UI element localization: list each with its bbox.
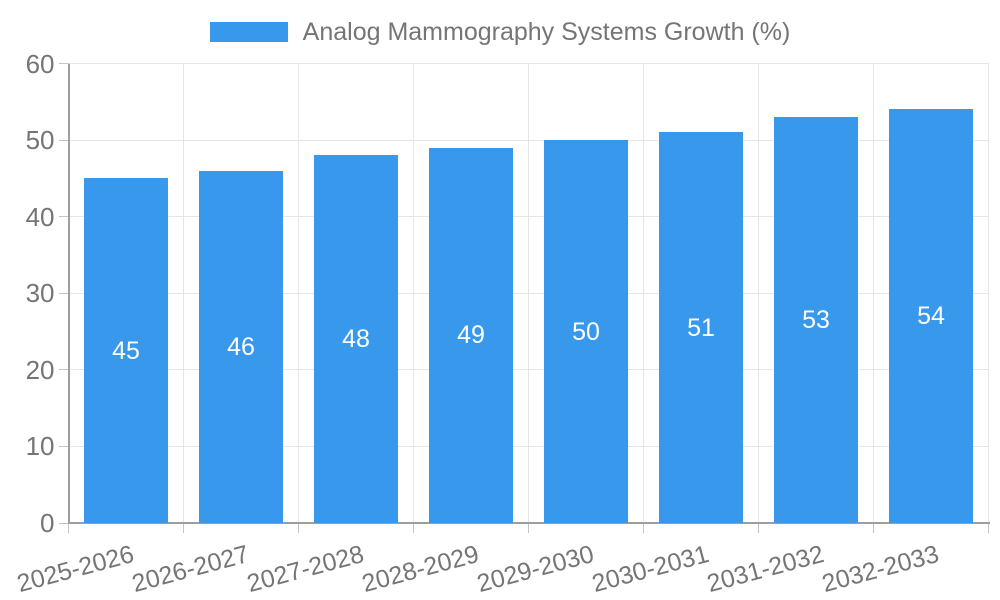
x-tick-mark <box>528 523 529 533</box>
x-gridline <box>643 63 644 523</box>
x-gridline <box>413 63 414 523</box>
y-tick-label: 10 <box>25 431 55 462</box>
x-axis-line <box>67 522 990 524</box>
x-gridline <box>183 63 184 523</box>
x-gridline <box>988 63 989 523</box>
y-tick-label: 30 <box>25 278 55 309</box>
y-tick-mark <box>58 445 69 447</box>
bar-value-label: 49 <box>457 321 485 350</box>
x-tick-mark <box>183 523 184 533</box>
bar-value-label: 50 <box>572 317 600 346</box>
x-tick-mark <box>413 523 414 533</box>
bar-value-label: 54 <box>917 302 945 331</box>
x-tick-label: 2030-2031 <box>589 540 713 598</box>
bar <box>429 147 513 523</box>
x-tick-label: 2029-2030 <box>474 540 598 598</box>
x-tick-mark <box>758 523 759 533</box>
y-tick-label: 50 <box>25 125 55 156</box>
y-tick-label: 60 <box>25 48 55 79</box>
legend-swatch <box>209 22 288 42</box>
bar-value-label: 48 <box>342 325 370 354</box>
bar-value-label: 51 <box>687 313 715 342</box>
y-tick-mark <box>58 63 69 64</box>
bar-value-label: 53 <box>802 306 830 335</box>
y-axis-line <box>67 63 70 523</box>
bar <box>544 140 628 523</box>
bar <box>314 155 398 523</box>
x-tick-label: 2028-2029 <box>359 540 483 598</box>
x-tick-label: 2027-2028 <box>244 540 368 598</box>
x-tick-mark <box>68 523 69 533</box>
bar-value-label: 45 <box>112 336 140 365</box>
y-tick-label: 0 <box>40 508 55 538</box>
x-tick-mark <box>643 523 644 533</box>
x-gridline <box>758 63 759 523</box>
x-tick-label: 2025-2026 <box>14 540 138 598</box>
bar <box>84 178 168 523</box>
x-tick-label: 2031-2032 <box>704 540 828 598</box>
y-tick-mark <box>58 292 69 294</box>
x-tick-mark <box>873 523 874 533</box>
bar <box>659 132 743 523</box>
y-tick-mark <box>58 369 69 371</box>
bar <box>774 117 858 523</box>
x-gridline <box>873 63 874 523</box>
legend[interactable]: Analog Mammography Systems Growth (%) <box>0 16 1000 48</box>
x-tick-mark <box>298 523 299 533</box>
x-gridline <box>298 63 299 523</box>
x-tick-label: 2032-2033 <box>819 540 943 598</box>
bar <box>889 109 973 523</box>
x-gridline <box>528 63 529 523</box>
y-tick-mark <box>58 522 69 524</box>
y-tick-mark <box>58 139 69 141</box>
y-tick-mark <box>58 216 69 218</box>
legend-label: Analog Mammography Systems Growth (%) <box>302 18 791 46</box>
bar-value-label: 46 <box>227 332 255 361</box>
x-tick-mark <box>988 523 989 533</box>
y-tick-label: 20 <box>25 354 55 385</box>
bar <box>199 170 283 523</box>
y-tick-label: 40 <box>25 201 55 232</box>
x-tick-label: 2026-2027 <box>129 540 253 598</box>
